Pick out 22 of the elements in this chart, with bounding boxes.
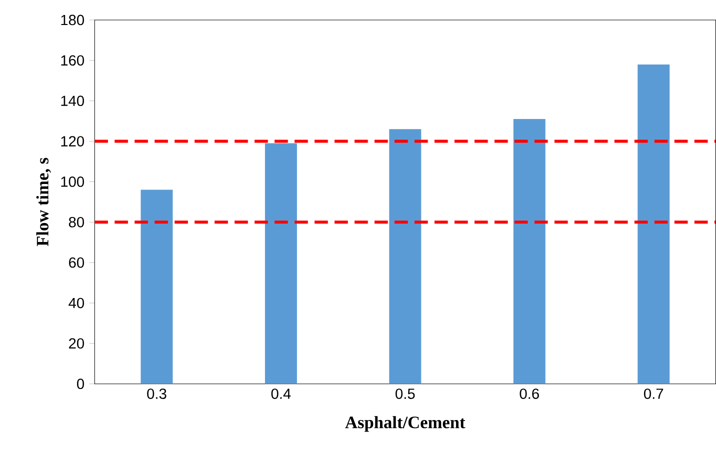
x-tick-label: 0.7 (644, 388, 664, 400)
y-tick-label: 100 (61, 176, 84, 187)
x-tick-label: 0.6 (520, 388, 539, 400)
y-tick-label: 60 (69, 257, 84, 268)
bar (264, 143, 297, 384)
y-tick-label: 160 (61, 55, 84, 66)
y-tick-label: 140 (61, 96, 84, 106)
y-tick-label: 180 (61, 14, 84, 26)
y-tick-label: 80 (68, 217, 84, 228)
y-tick-label: 20 (69, 338, 84, 349)
bar (638, 64, 670, 384)
x-tick-label: 0.4 (271, 388, 291, 400)
x-tick-label: 0.5 (396, 388, 415, 400)
bar (140, 190, 173, 384)
y-tick-label: 120 (61, 136, 84, 147)
bar (513, 119, 546, 384)
x-tick-label: 0.3 (147, 388, 166, 400)
y-axis-title: Flow time, s (36, 158, 51, 246)
y-tick-label: 40 (68, 298, 84, 308)
bar (389, 129, 422, 384)
y-tick-label: 0 (77, 378, 84, 390)
x-axis-title: Asphalt/Cement (345, 416, 466, 432)
